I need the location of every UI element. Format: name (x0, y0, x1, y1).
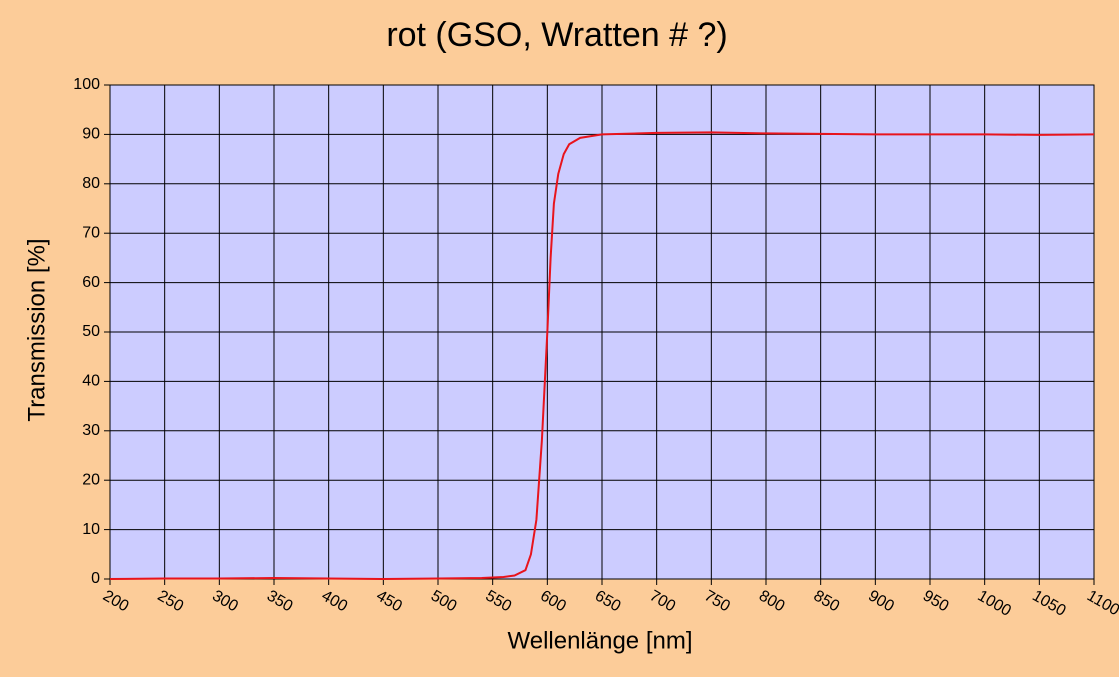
x-axis-label: Wellenlänge [nm] (508, 627, 693, 654)
x-tick-label: 750 (701, 587, 733, 615)
x-tick-label: 1000 (975, 587, 1014, 620)
x-tick-label: 300 (209, 587, 241, 615)
x-tick-label: 950 (920, 587, 952, 615)
x-tick-label: 800 (756, 587, 788, 615)
x-tick-label: 600 (537, 587, 569, 615)
y-axis-label: Transmission [%] (23, 238, 50, 421)
chart-title: rot (GSO, Wratten # ?) (386, 16, 727, 54)
y-tick-label: 50 (82, 323, 100, 340)
y-tick-label: 90 (82, 126, 100, 143)
x-tick-label: 700 (647, 587, 679, 615)
y-tick-label: 10 (82, 521, 100, 538)
y-tick-label: 100 (73, 76, 100, 93)
y-tick-label: 30 (82, 422, 100, 439)
x-tick-label: 500 (428, 587, 460, 615)
y-tick-label: 20 (82, 471, 100, 488)
x-tick-label: 550 (483, 587, 515, 615)
y-tick-label: 0 (91, 570, 100, 587)
x-tick-label: 200 (100, 587, 132, 615)
y-tick-label: 60 (82, 274, 100, 291)
x-tick-label: 400 (319, 587, 351, 615)
data-line (109, 131, 1095, 581)
x-tick-label: 1050 (1029, 587, 1068, 620)
x-tick-label: 850 (811, 587, 843, 615)
x-tick-label: 450 (373, 587, 405, 615)
x-tick-label: 900 (865, 587, 897, 615)
y-tick-label: 40 (82, 373, 100, 390)
x-tick-label: 350 (264, 587, 296, 615)
x-tick-label: 650 (592, 587, 624, 615)
y-tick-label: 80 (82, 175, 100, 192)
plot-border (109, 84, 1095, 580)
x-tick-label: 250 (155, 587, 187, 615)
y-tick-label: 70 (82, 224, 100, 241)
x-tick-label: 1100 (1084, 587, 1119, 619)
